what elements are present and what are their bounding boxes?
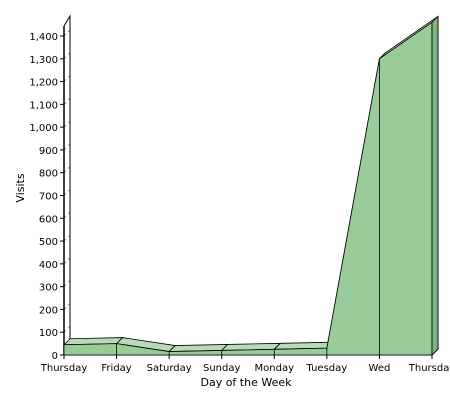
y-tick-label: 100 — [39, 328, 58, 339]
gridline-floor-diagonal — [63, 120, 71, 128]
y-axis-title: Visits — [14, 173, 27, 202]
gridline-floor-diagonal — [63, 303, 71, 310]
x-tick-label: Monday — [255, 363, 295, 374]
y-tick-label: 1,300 — [29, 55, 58, 66]
x-tick-label: Thursday — [408, 363, 450, 374]
gridline-floor-diagonal — [63, 52, 71, 60]
gridline-floor-diagonal — [63, 234, 71, 242]
y-tick-label: 800 — [39, 169, 58, 180]
y-tick-label: 1,400 — [29, 32, 58, 43]
y-axis-ticks: 0 100 200 300 400 500 600 700 800 900 1,000 1,100 1,… — [29, 32, 64, 362]
y-tick-label: 0 — [52, 351, 58, 362]
y-tick-label: 400 — [39, 260, 58, 271]
x-axis-ticks: Thursday Friday Saturday Sunday Monday Tuesda… — [40, 355, 450, 374]
y-tick-label: 300 — [39, 283, 58, 294]
gridline-floor-diagonal — [63, 29, 71, 37]
y-tick-label: 600 — [39, 214, 58, 225]
gridline-floor-diagonal — [63, 280, 71, 287]
gridline-floor-diagonal — [63, 257, 71, 265]
y-tick-label: 700 — [39, 192, 58, 203]
y-tick-label: 1,100 — [29, 100, 58, 111]
y-tick-label: 900 — [39, 146, 58, 157]
gridline-floor-diagonal — [63, 166, 71, 174]
x-tick-label: Friday — [101, 363, 131, 374]
x-tick-label: Tuesday — [306, 363, 348, 374]
gridline-floor-diagonal — [63, 98, 71, 105]
gridline-floor-diagonal — [63, 189, 71, 196]
x-tick-label: Sunday — [203, 363, 240, 374]
y-tick-label: 1,200 — [29, 78, 58, 89]
x-tick-label: Thursday — [40, 363, 88, 374]
gridline-floor-diagonal — [63, 143, 71, 151]
area-side-face — [431, 15, 439, 356]
y-tick-label: 500 — [39, 237, 58, 248]
x-tick-label: Wed — [369, 363, 391, 374]
x-tick-label: Saturday — [147, 363, 192, 374]
gridline-floor-diagonal — [63, 325, 71, 333]
y-tick-label: 1,000 — [29, 123, 58, 134]
gridline-floor-diagonal — [63, 75, 71, 82]
y-tick-label: 200 — [39, 305, 58, 316]
gridline-floor-diagonal — [63, 211, 71, 219]
x-axis-title: Day of the Week — [200, 376, 292, 389]
area-series — [63, 15, 439, 356]
